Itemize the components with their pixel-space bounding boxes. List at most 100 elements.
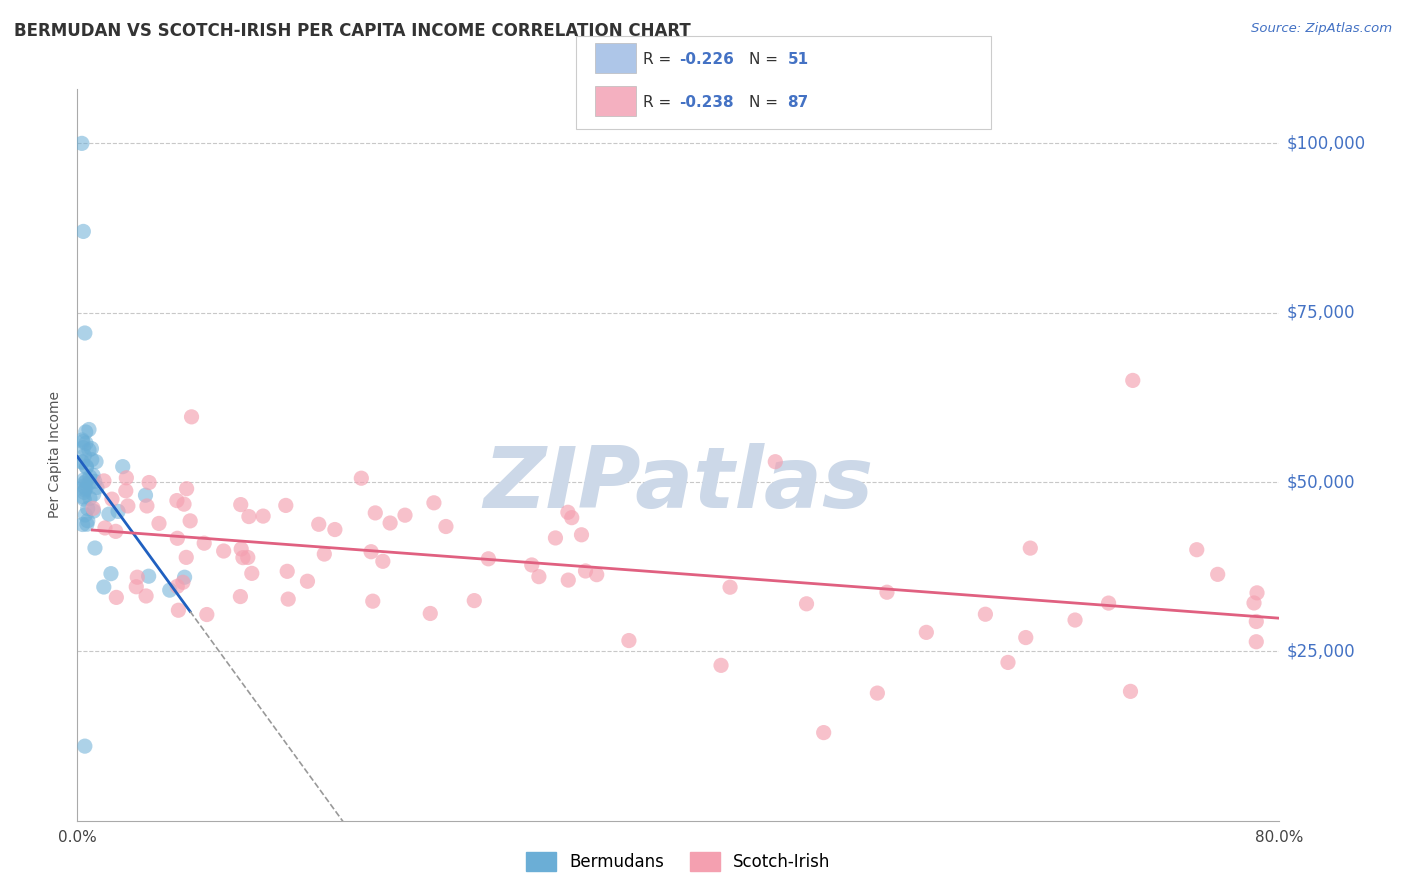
Point bbox=[571, 528, 593, 542]
Point bbox=[997, 656, 1019, 670]
Point bbox=[544, 531, 567, 545]
Point bbox=[75, 459, 97, 474]
Point bbox=[107, 504, 129, 518]
Text: BERMUDAN VS SCOTCH-IRISH PER CAPITA INCOME CORRELATION CHART: BERMUDAN VS SCOTCH-IRISH PER CAPITA INCO… bbox=[14, 22, 690, 40]
Point bbox=[84, 541, 107, 555]
Point bbox=[105, 591, 128, 605]
Point bbox=[557, 505, 579, 519]
Point bbox=[915, 625, 938, 640]
Point bbox=[75, 460, 97, 475]
Point bbox=[1097, 596, 1119, 610]
Point bbox=[75, 436, 97, 450]
Point bbox=[585, 567, 607, 582]
Text: $100,000: $100,000 bbox=[1286, 135, 1365, 153]
Point bbox=[73, 483, 96, 497]
Point bbox=[763, 455, 786, 469]
Point bbox=[813, 725, 835, 739]
Point bbox=[86, 480, 108, 494]
Text: $75,000: $75,000 bbox=[1286, 303, 1355, 322]
Point bbox=[240, 566, 263, 581]
Point bbox=[80, 442, 103, 456]
Point bbox=[297, 574, 319, 589]
Point bbox=[83, 504, 105, 518]
Text: N =: N = bbox=[749, 95, 783, 110]
Point bbox=[73, 449, 96, 463]
Point bbox=[70, 136, 93, 151]
Point bbox=[193, 536, 215, 550]
Point bbox=[195, 607, 218, 622]
Legend: Bermudans, Scotch-Irish: Bermudans, Scotch-Irish bbox=[520, 846, 837, 878]
Point bbox=[350, 471, 373, 485]
Point bbox=[166, 493, 188, 508]
Point bbox=[520, 558, 543, 572]
Point bbox=[100, 566, 122, 581]
Point bbox=[82, 468, 104, 483]
Point bbox=[101, 492, 124, 507]
Point bbox=[117, 499, 139, 513]
Point bbox=[229, 498, 252, 512]
Point bbox=[173, 497, 195, 511]
Point bbox=[80, 452, 103, 467]
Point bbox=[557, 573, 579, 587]
Point bbox=[176, 482, 198, 496]
Point bbox=[561, 510, 583, 524]
Point bbox=[1019, 541, 1042, 555]
Point bbox=[574, 564, 596, 578]
Point bbox=[167, 603, 190, 617]
Point bbox=[314, 547, 336, 561]
Point bbox=[76, 514, 98, 528]
Point bbox=[75, 508, 97, 522]
Point bbox=[232, 550, 254, 565]
Point bbox=[238, 509, 260, 524]
Point bbox=[76, 501, 98, 516]
Point bbox=[166, 579, 188, 593]
Point bbox=[72, 441, 94, 455]
Point bbox=[323, 523, 346, 537]
Point bbox=[1119, 684, 1142, 698]
Point bbox=[166, 531, 188, 545]
Point bbox=[93, 474, 115, 488]
Text: Source: ZipAtlas.com: Source: ZipAtlas.com bbox=[1251, 22, 1392, 36]
Point bbox=[72, 490, 94, 504]
Point bbox=[1185, 542, 1208, 557]
Point bbox=[82, 501, 104, 516]
Point bbox=[72, 517, 94, 532]
Point bbox=[135, 499, 157, 513]
Point bbox=[93, 580, 115, 594]
Point bbox=[1246, 634, 1268, 648]
Point bbox=[434, 519, 457, 533]
Text: 87: 87 bbox=[787, 95, 808, 110]
Point bbox=[134, 488, 156, 502]
Y-axis label: Per Capita Income: Per Capita Income bbox=[48, 392, 62, 518]
Point bbox=[1064, 613, 1087, 627]
Point bbox=[308, 517, 330, 532]
Point bbox=[229, 590, 252, 604]
Point bbox=[75, 482, 97, 496]
Text: R =: R = bbox=[643, 95, 676, 110]
Point bbox=[1122, 373, 1144, 387]
Point bbox=[179, 514, 201, 528]
Point bbox=[79, 491, 101, 506]
Point bbox=[477, 551, 499, 566]
Point bbox=[75, 425, 97, 439]
Text: -0.226: -0.226 bbox=[679, 53, 734, 67]
Text: R =: R = bbox=[643, 53, 676, 67]
Point bbox=[114, 483, 136, 498]
Point bbox=[423, 496, 446, 510]
Text: ZIPatlas: ZIPatlas bbox=[484, 442, 873, 525]
Point bbox=[159, 583, 181, 598]
Point bbox=[378, 516, 401, 530]
Point bbox=[172, 575, 194, 590]
Point bbox=[127, 570, 149, 584]
Point bbox=[394, 508, 416, 523]
Point bbox=[360, 545, 382, 559]
Point bbox=[419, 607, 441, 621]
Point bbox=[1246, 615, 1268, 629]
Point bbox=[252, 509, 274, 524]
Point bbox=[76, 517, 98, 532]
Point bbox=[138, 475, 160, 490]
Point bbox=[371, 554, 394, 568]
Point bbox=[97, 507, 120, 521]
Text: $25,000: $25,000 bbox=[1286, 642, 1355, 660]
Point bbox=[125, 580, 148, 594]
